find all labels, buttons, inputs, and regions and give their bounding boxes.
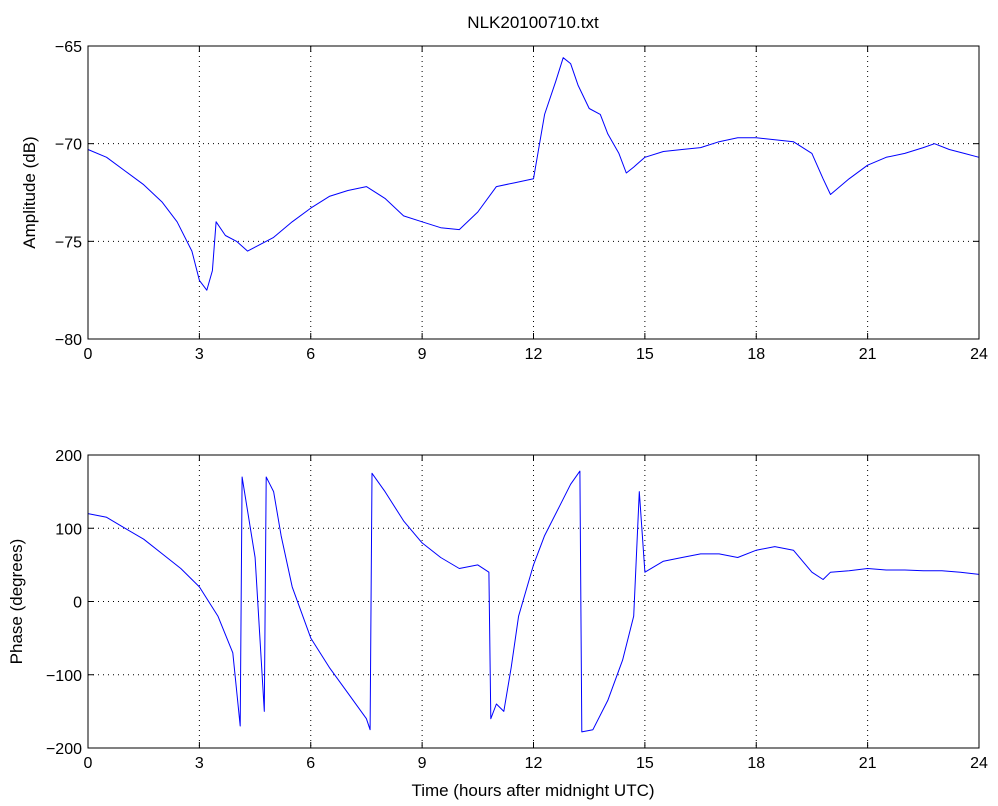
phase-panel: 0 3 6 9 12 15 18 21 24 −200 −100 0 100 200 Phase (deg… xyxy=(7,448,988,800)
phase-x-tick-label: 0 xyxy=(84,755,93,772)
phase-y-tick-label: 0 xyxy=(73,595,82,612)
amplitude-x-tick-label: 3 xyxy=(195,346,204,363)
amplitude-y-tick-label: −75 xyxy=(55,234,82,251)
amplitude-x-tick-label: 0 xyxy=(84,346,93,363)
amplitude-x-tick-label: 6 xyxy=(306,346,315,363)
amplitude-chart-title: NLK20100710.txt xyxy=(467,13,599,32)
phase-y-tick-label: −100 xyxy=(46,668,82,685)
amplitude-y-axis-label: Amplitude (dB) xyxy=(20,136,39,248)
phase-x-tick-label: 21 xyxy=(859,755,877,772)
amplitude-panel: NLK20100710.txt 0 3 6 9 12 15 18 21 24 −80 −75 −70 −… xyxy=(20,13,988,363)
phase-series-0-line xyxy=(87,470,980,733)
amplitude-y-tick-label: −80 xyxy=(55,332,82,349)
phase-y-axis-label: Phase (degrees) xyxy=(7,539,26,665)
amplitude-x-tick-label: 12 xyxy=(525,346,543,363)
phase-y-tick-label: −200 xyxy=(46,741,82,758)
amplitude-y-tick-label: −70 xyxy=(55,137,82,154)
phase-x-tick-label: 15 xyxy=(636,755,654,772)
phase-x-tick-label: 12 xyxy=(525,755,543,772)
phase-x-tick-label: 9 xyxy=(418,755,427,772)
amplitude-x-tick-label: 15 xyxy=(636,346,654,363)
phase-series-line xyxy=(87,470,980,733)
amplitude-grid xyxy=(88,46,979,339)
amplitude-y-tick-label: −65 xyxy=(55,39,82,56)
phase-x-tick-label: 3 xyxy=(195,755,204,772)
amplitude-x-tick-label: 18 xyxy=(747,346,765,363)
phase-x-axis-label: Time (hours after midnight UTC) xyxy=(411,781,654,800)
amplitude-x-tick-label: 21 xyxy=(859,346,877,363)
phase-x-tick-label: 24 xyxy=(970,755,988,772)
amplitude-plot-background xyxy=(88,46,979,339)
phase-x-tick-label: 18 xyxy=(747,755,765,772)
amplitude-series-line xyxy=(87,57,980,291)
phase-y-tick-label: 100 xyxy=(55,521,82,538)
amplitude-series-0-line xyxy=(87,57,980,291)
amplitude-ticks: 0 3 6 9 12 15 18 21 24 −80 −75 −70 −65 xyxy=(55,39,988,363)
amplitude-x-tick-label: 9 xyxy=(418,346,427,363)
phase-y-tick-label: 200 xyxy=(55,448,82,465)
phase-x-tick-label: 6 xyxy=(306,755,315,772)
amplitude-x-tick-label: 24 xyxy=(970,346,988,363)
phase-grid xyxy=(88,455,979,748)
phase-ticks: 0 3 6 9 12 15 18 21 24 −200 −100 0 100 200 xyxy=(46,448,988,772)
